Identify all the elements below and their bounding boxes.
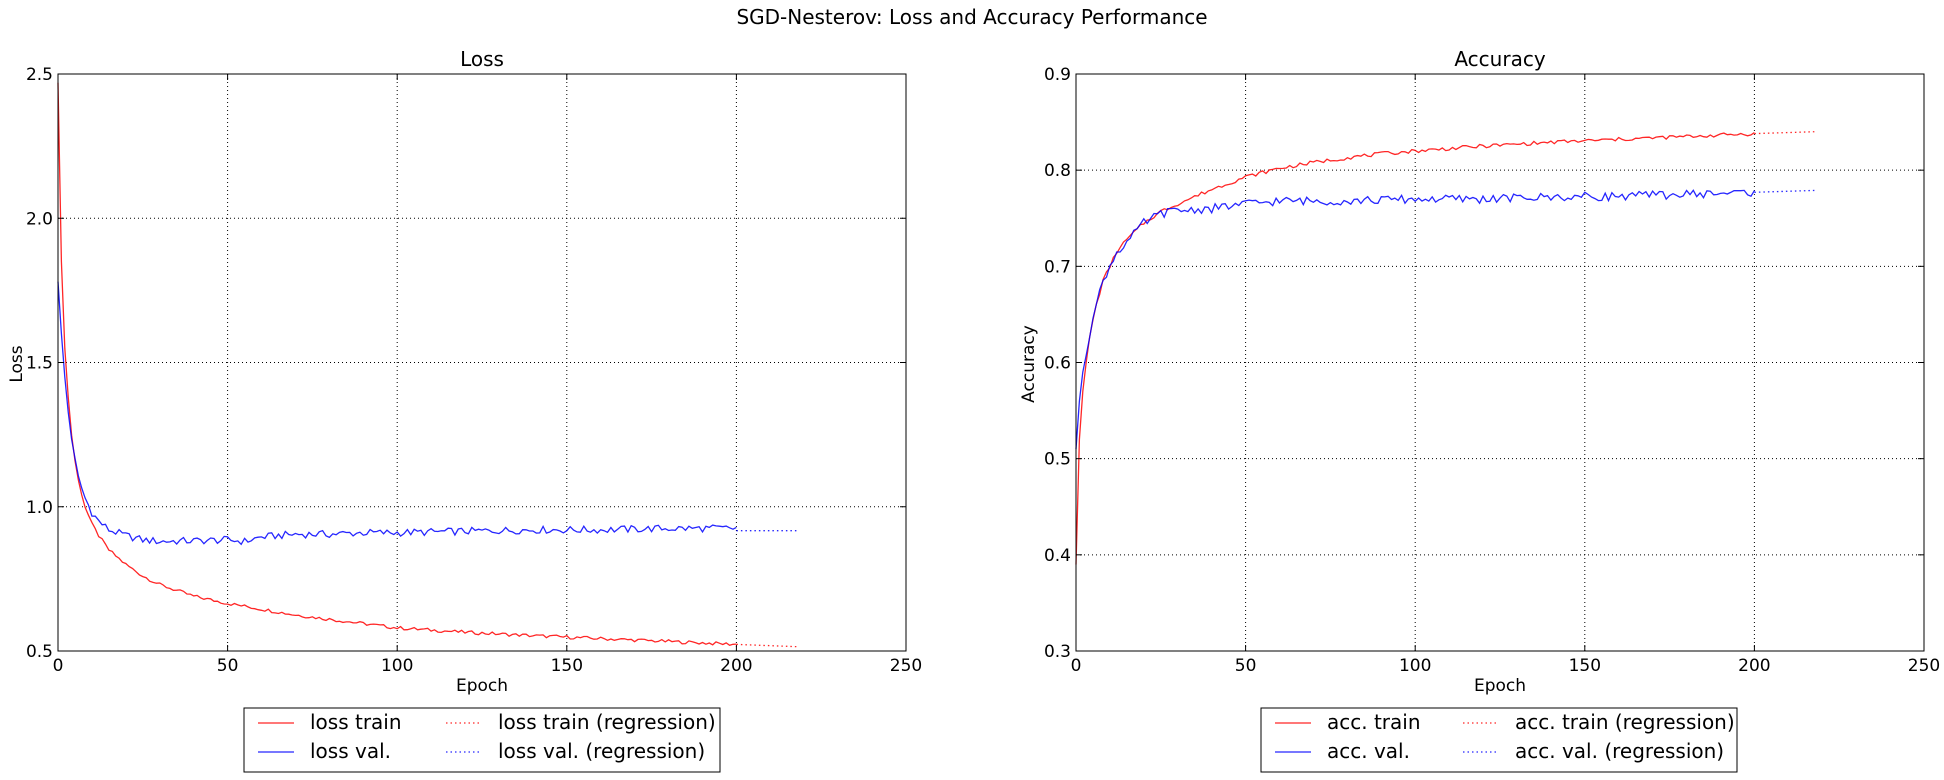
loss-chart-ylabel: Loss [7,345,27,382]
accuracy-legend: acc. train acc. val. acc. train (regressio… [1260,707,1738,773]
accuracy-grid [1076,74,1924,651]
accuracy-ytick-label: 0.8 [1044,161,1071,181]
loss-xtick-label: 50 [217,656,239,676]
accuracy-series-acc-train [1075,132,1755,565]
accuracy-xtick-label: 0 [1071,656,1082,676]
accuracy-legend-label: acc. train (regression) [1515,710,1735,734]
loss-xtick-label: 100 [381,656,413,676]
loss-ytick-label: 1.5 [26,354,53,374]
accuracy-ytick-label: 0.5 [1044,450,1071,470]
loss-xtick-label: 150 [551,656,583,676]
accuracy-xtick-label: 150 [1569,656,1601,676]
loss-ytick-label: 0.5 [26,642,53,662]
loss-grid [58,74,906,651]
accuracy-xtick-label: 200 [1738,656,1770,676]
accuracy-legend-label: acc. val. [1327,739,1410,763]
loss-ytick-label: 2.0 [26,209,53,229]
loss-legend-label: loss train [310,710,402,734]
loss-chart-xlabel: Epoch [456,676,508,696]
loss-xtick-label: 0 [53,656,64,676]
loss-series-loss-train [57,82,737,647]
accuracy-ytick-label: 0.6 [1044,354,1071,374]
accuracy-ytick-label: 0.7 [1044,257,1071,277]
accuracy-ytick-label: 0.9 [1044,65,1071,85]
loss-chart-title: Loss [460,47,504,71]
accuracy-ytick-label: 0.4 [1044,546,1071,566]
accuracy-chart-xlabel: Epoch [1474,676,1526,696]
accuracy-xtick-label: 100 [1399,656,1431,676]
accuracy-legend-label: acc. train [1327,710,1421,734]
loss-legend-label: loss val. (regression) [498,739,705,763]
loss-xtick-label: 250 [890,656,922,676]
figure-title: SGD-Nesterov: Loss and Accuracy Performa… [736,5,1207,29]
accuracy-legend-box [1260,707,1738,773]
loss-series-loss-val [57,281,737,546]
accuracy-chart: Accuracy Epoch Accuracy 0 50 100 150 200 250 0… [1019,47,1940,773]
accuracy-xtick-label: 250 [1908,656,1940,676]
loss-legend: loss train loss val. loss train (regressio… [243,707,721,773]
accuracy-ytick-label: 0.3 [1044,642,1071,662]
accuracy-legend-label: acc. val. (regression) [1515,739,1724,763]
loss-legend-label: loss val. [310,739,391,763]
loss-xtick-label: 200 [720,656,752,676]
accuracy-series-acc-val-regression [1754,189,1816,193]
loss-legend-label: loss train (regression) [498,710,716,734]
accuracy-chart-title: Accuracy [1454,47,1545,71]
accuracy-chart-ylabel: Accuracy [1019,325,1039,403]
loss-ytick-label: 1.0 [26,498,53,518]
loss-ytick-label: 2.5 [26,65,53,85]
accuracy-series-acc-train-regression [1754,131,1816,135]
loss-legend-box [243,707,721,773]
loss-chart: Loss Epoch Loss 0 50 100 150 200 250 0.5 1.0 1.5… [7,47,922,773]
loss-series-loss-train-regression [736,643,798,648]
accuracy-series-acc-val [1075,189,1755,450]
accuracy-xtick-label: 50 [1235,656,1257,676]
